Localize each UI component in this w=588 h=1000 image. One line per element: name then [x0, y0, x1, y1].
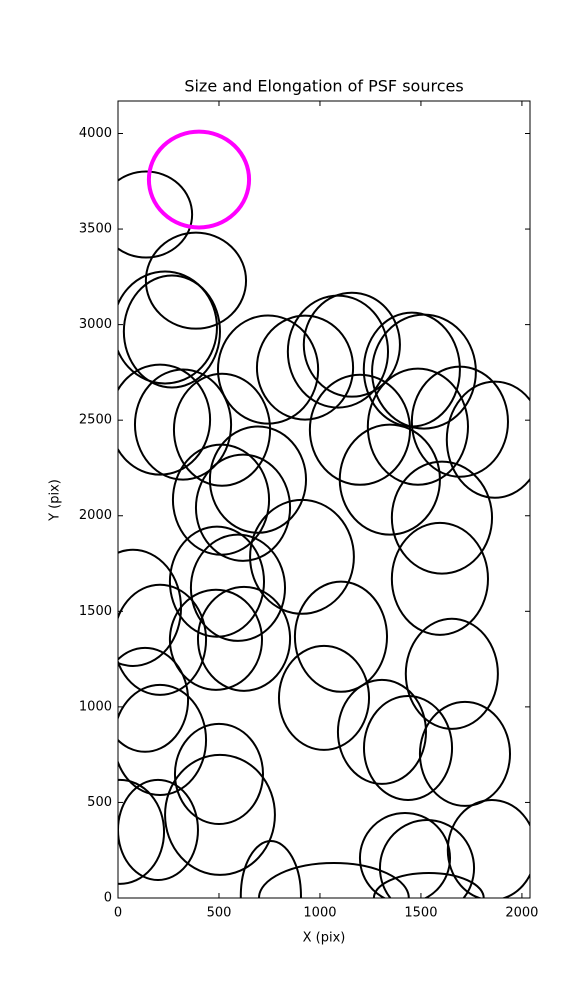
psf-ellipse: [418, 700, 512, 807]
psf-ellipse: [196, 585, 292, 692]
y-tick-label: 2500: [79, 413, 112, 428]
psf-ellipse: [118, 646, 190, 753]
psf-ellipse: [378, 819, 476, 898]
psf-ellipse: [172, 372, 272, 487]
axes-frame: [117, 100, 531, 899]
psf-ellipse: [362, 694, 454, 801]
y-tick-label: 500: [87, 795, 112, 810]
psf-ellipse: [446, 798, 530, 898]
y-tick-label: 2000: [79, 508, 112, 523]
x-tick-label: 1500: [404, 906, 437, 921]
psf-ellipse: [133, 368, 233, 481]
x-tick-label: 1000: [303, 906, 336, 921]
x-tick-label: 2000: [505, 906, 538, 921]
psf-ellipse: [118, 778, 199, 882]
y-tick-label: 3000: [79, 317, 112, 332]
psf-ellipse: [308, 373, 412, 486]
psf-ellipse: [277, 644, 371, 751]
x-tick-label: 0: [114, 906, 122, 921]
y-tick-label: 3500: [79, 222, 112, 237]
psf-ellipse: [404, 617, 499, 730]
psf-ellipse: [216, 314, 320, 425]
psf-ellipse: [189, 533, 287, 642]
psf-ellipse: [144, 231, 248, 330]
psf-ellipse: [239, 840, 302, 898]
psf-ellipse: [390, 460, 494, 575]
psf-ellipse: [118, 363, 212, 476]
psf-ellipse: [358, 811, 452, 898]
y-tick-label: 4000: [79, 126, 112, 141]
x-axis-label: X (pix): [303, 931, 346, 946]
psf-ellipse: [390, 521, 489, 636]
psf-ellipse: [146, 129, 252, 230]
y-axis-label: Y (pix): [48, 479, 63, 522]
psf-ellipse: [257, 862, 410, 898]
x-tick-label: 500: [207, 906, 232, 921]
psf-ellipse: [366, 367, 469, 486]
chart-title: Size and Elongation of PSF sources: [184, 77, 463, 96]
psf-ellipse: [164, 753, 276, 876]
psf-ellipse: [255, 314, 355, 421]
psf-ellipse: [122, 274, 221, 389]
psf-ellipse: [118, 778, 166, 885]
psf-ellipse: [168, 588, 263, 691]
y-tick-label: 0: [104, 891, 112, 906]
psf-ellipse: [249, 498, 355, 615]
psf-ellipse: [336, 678, 427, 785]
psf-ellipse: [208, 425, 308, 534]
psf-ellipse: [286, 294, 390, 409]
psf-ellipse: [445, 380, 530, 499]
psf-ellipse: [293, 580, 389, 693]
y-tick-label: 1000: [79, 699, 112, 714]
psf-ellipse: [173, 722, 265, 826]
psf-ellipse: [118, 270, 218, 385]
psf-ellipse: [118, 583, 208, 696]
psf-ellipse: [371, 313, 477, 430]
psf-ellipse: [118, 683, 208, 796]
psf-ellipse: [194, 453, 292, 562]
y-tick-label: 1500: [79, 604, 112, 619]
plot-area: [118, 129, 530, 898]
psf-ellipse: [118, 170, 194, 259]
psf-ellipse: [302, 291, 401, 398]
psf-ellipse: [168, 525, 266, 638]
